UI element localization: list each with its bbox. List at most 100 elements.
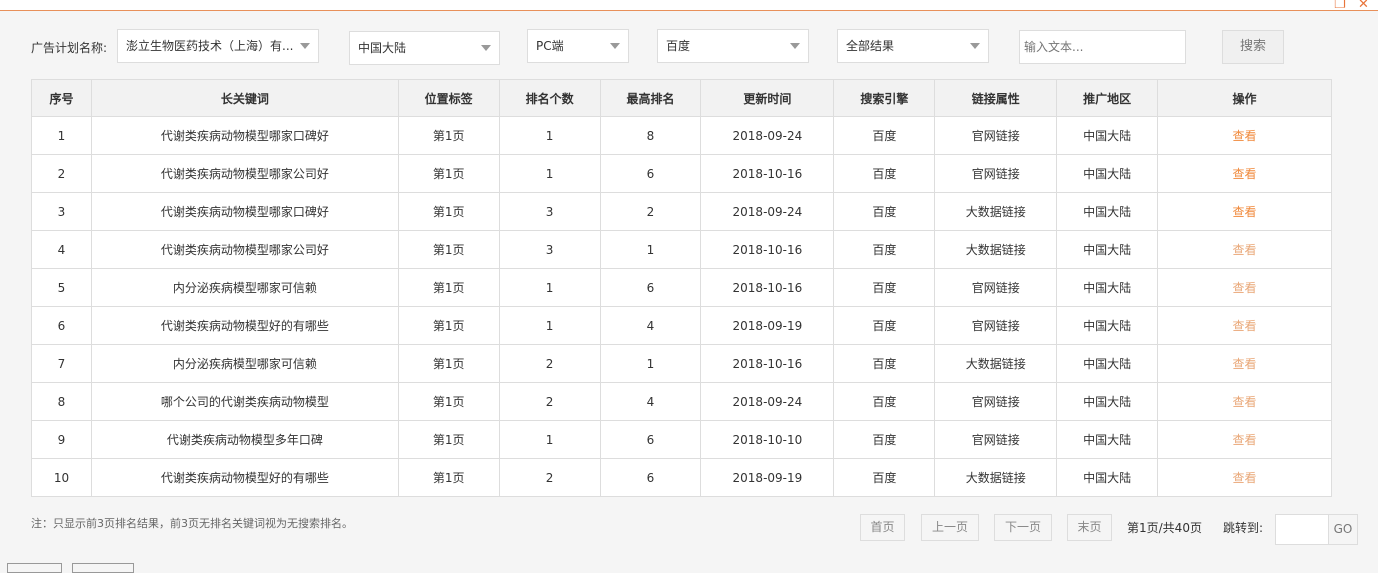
- table-cell: 2018-10-16: [700, 344, 835, 383]
- first-page-button[interactable]: 首页: [860, 514, 905, 541]
- table-cell: 第1页: [397, 382, 500, 421]
- table-cell: 2018-09-19: [700, 306, 835, 345]
- last-page-button[interactable]: 末页: [1067, 514, 1112, 541]
- plan-label: 广告计划名称:: [31, 41, 108, 55]
- table-cell: 6: [599, 458, 702, 497]
- table-row: 4 代谢类疾病动物模型哪家公司好 第1页 3 1 2018-10-16 百度 大数据链接 中国大…: [31, 230, 1332, 269]
- table-cell: 10: [31, 458, 92, 497]
- table-cell: 2018-10-10: [700, 420, 835, 459]
- table-cell: 查看: [1157, 306, 1332, 345]
- table-cell: 3: [498, 192, 601, 231]
- search-button[interactable]: 搜索: [1222, 30, 1284, 64]
- table-header: 序号 长关键词 位置标签 排名个数 最高排名 更新时间 搜索引擎 链接属性 推广地区 操作: [31, 79, 1332, 117]
- table-cell: 百度: [833, 420, 936, 459]
- jump-label: 跳转到:: [1223, 521, 1264, 535]
- table-cell: 1: [31, 116, 92, 155]
- view-link[interactable]: 查看: [1232, 167, 1257, 181]
- table-row: 1 代谢类疾病动物模型哪家口碑好 第1页 1 8 2018-09-24 百度 官网链接 中国大陆…: [31, 116, 1332, 155]
- next-page-button[interactable]: 下一页: [994, 514, 1052, 541]
- column-header: 推广地区: [1056, 79, 1159, 117]
- table-cell: 2018-09-24: [700, 192, 835, 231]
- restore-icon[interactable]: ❐: [1334, 0, 1346, 12]
- chevron-down-icon: [481, 45, 491, 51]
- table-cell: 中国大陆: [1056, 306, 1159, 345]
- table-cell: 官网链接: [934, 382, 1058, 421]
- table-cell: 2018-10-16: [700, 230, 835, 269]
- view-link[interactable]: 查看: [1232, 319, 1257, 333]
- table-cell: 百度: [833, 382, 936, 421]
- engine-select[interactable]: 百度: [657, 29, 809, 63]
- device-select[interactable]: PC端: [527, 29, 629, 63]
- table-cell: 大数据链接: [934, 192, 1058, 231]
- table-cell: 9: [31, 420, 92, 459]
- table-cell: 4: [599, 382, 702, 421]
- table-cell: 第1页: [397, 458, 500, 497]
- table-cell: 第1页: [397, 230, 500, 269]
- chevron-down-icon: [610, 43, 620, 49]
- table-row: 10 代谢类疾病动物模型好的有哪些 第1页 2 6 2018-09-19 百度 大数据链接 中国…: [31, 458, 1332, 497]
- view-link[interactable]: 查看: [1232, 395, 1257, 409]
- table-cell: 查看: [1157, 154, 1332, 193]
- table-cell: 哪个公司的代谢类疾病动物模型: [90, 382, 399, 421]
- table-cell: 查看: [1157, 268, 1332, 307]
- table-cell: 官网链接: [934, 420, 1058, 459]
- table-cell: 1: [599, 230, 702, 269]
- table-cell: 大数据链接: [934, 344, 1058, 383]
- chevron-down-icon: [970, 43, 980, 49]
- prev-page-button[interactable]: 上一页: [921, 514, 979, 541]
- view-link[interactable]: 查看: [1232, 433, 1257, 447]
- table-cell: 第1页: [397, 420, 500, 459]
- bottom-button[interactable]: [7, 563, 62, 573]
- chevron-down-icon: [790, 43, 800, 49]
- region-select[interactable]: 中国大陆: [349, 31, 500, 65]
- table-cell: 2018-09-24: [700, 382, 835, 421]
- table-cell: 代谢类疾病动物模型哪家公司好: [90, 154, 399, 193]
- table-cell: 查看: [1157, 420, 1332, 459]
- table-cell: 代谢类疾病动物模型好的有哪些: [90, 306, 399, 345]
- device-value: PC端: [536, 39, 564, 53]
- jump-page-input[interactable]: [1275, 514, 1330, 545]
- table-cell: 第1页: [397, 344, 500, 383]
- view-link[interactable]: 查看: [1232, 281, 1257, 295]
- table-cell: 8: [599, 116, 702, 155]
- page-info: 第1页/共40页: [1127, 521, 1202, 535]
- table-cell: 百度: [833, 116, 936, 155]
- view-link[interactable]: 查看: [1232, 357, 1257, 371]
- table-cell: 百度: [833, 154, 936, 193]
- result-select[interactable]: 全部结果: [837, 29, 989, 63]
- close-icon[interactable]: ✕: [1358, 0, 1369, 12]
- bottom-button[interactable]: [72, 563, 134, 573]
- column-header: 序号: [31, 79, 92, 117]
- table-cell: 中国大陆: [1056, 116, 1159, 155]
- table-cell: 查看: [1157, 192, 1332, 231]
- table-cell: 3: [31, 192, 92, 231]
- column-header: 排名个数: [498, 79, 601, 117]
- table-cell: 代谢类疾病动物模型哪家口碑好: [90, 192, 399, 231]
- table-row: 6 代谢类疾病动物模型好的有哪些 第1页 1 4 2018-09-19 百度 官网链接 中国大陆…: [31, 306, 1332, 345]
- table-cell: 查看: [1157, 382, 1332, 421]
- table-cell: 百度: [833, 268, 936, 307]
- view-link[interactable]: 查看: [1232, 471, 1257, 485]
- table-cell: 代谢类疾病动物模型哪家公司好: [90, 230, 399, 269]
- search-input[interactable]: [1019, 30, 1186, 64]
- table-cell: 第1页: [397, 192, 500, 231]
- table-cell: 4: [599, 306, 702, 345]
- table-cell: 2018-10-16: [700, 268, 835, 307]
- region-value: 中国大陆: [358, 41, 407, 55]
- table-cell: 1: [498, 306, 601, 345]
- top-bar: ❐ ✕: [0, 0, 1378, 12]
- table-cell: 7: [31, 344, 92, 383]
- view-link[interactable]: 查看: [1232, 243, 1257, 257]
- plan-select[interactable]: 澎立生物医药技术（上海）有...: [117, 29, 319, 63]
- table-cell: 1: [599, 344, 702, 383]
- view-link[interactable]: 查看: [1232, 129, 1257, 143]
- view-link[interactable]: 查看: [1232, 205, 1257, 219]
- column-header: 链接属性: [934, 79, 1058, 117]
- table-row: 2 代谢类疾病动物模型哪家公司好 第1页 1 6 2018-10-16 百度 官网链接 中国大陆…: [31, 154, 1332, 193]
- table-cell: 代谢类疾病动物模型好的有哪些: [90, 458, 399, 497]
- table-cell: 中国大陆: [1056, 458, 1159, 497]
- go-button[interactable]: GO: [1328, 514, 1358, 545]
- table-cell: 6: [599, 154, 702, 193]
- table-cell: 查看: [1157, 458, 1332, 497]
- table-cell: 查看: [1157, 344, 1332, 383]
